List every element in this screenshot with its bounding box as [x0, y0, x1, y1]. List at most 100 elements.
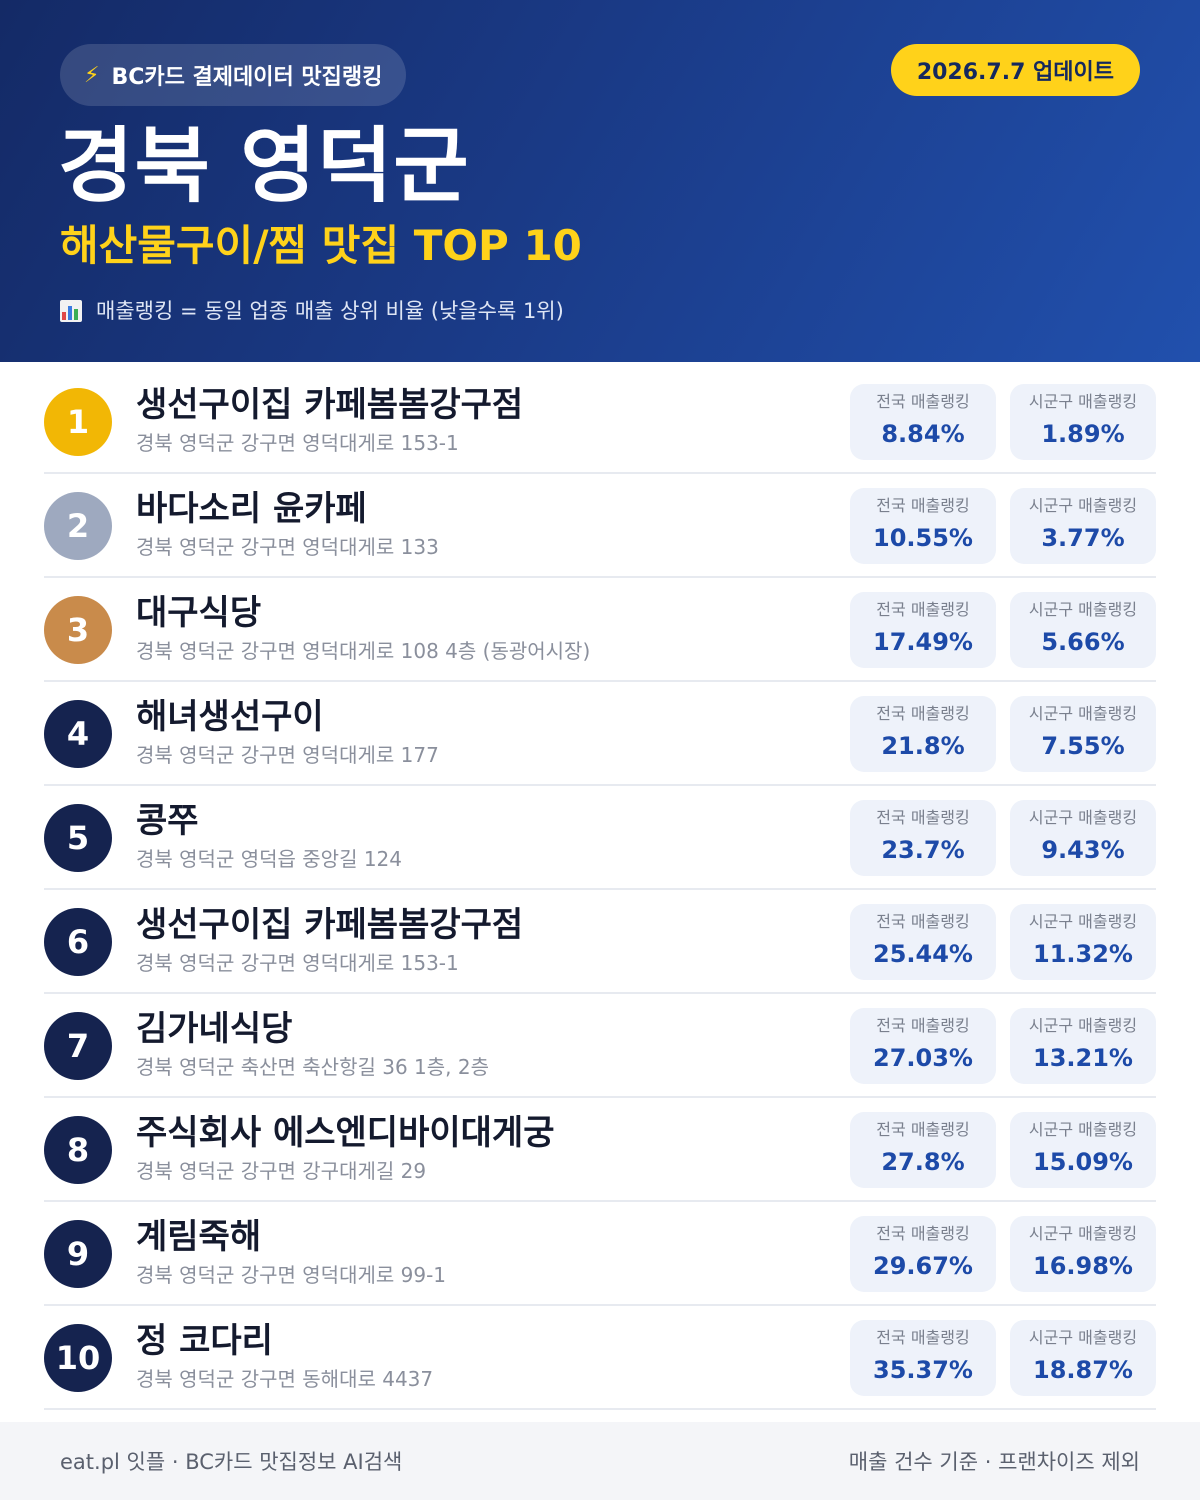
local-ranking-value: 18.87% — [1033, 1356, 1133, 1384]
rank-badge: 6 — [44, 908, 112, 976]
footer: eat.pl 잇플 · BC카드 맛집정보 AI검색 매출 건수 기준 · 프랜… — [0, 1422, 1200, 1500]
ranking-legend: 매출랭킹 = 동일 업종 매출 상위 비율 (낮을수록 1위) — [60, 294, 564, 328]
list-item[interactable]: 4 해녀생선구이 경북 영덕군 강구면 영덕대게로 177 전국 매출랭킹 21.8% 시… — [44, 682, 1156, 786]
restaurant-name[interactable]: 정 코다리 — [136, 1321, 273, 1361]
national-ranking-label: 전국 매출랭킹 — [876, 1328, 970, 1347]
local-ranking-box: 시군구 매출랭킹 15.09% — [1010, 1112, 1156, 1188]
local-ranking-value: 5.66% — [1041, 628, 1125, 656]
local-ranking-box: 시군구 매출랭킹 5.66% — [1010, 592, 1156, 668]
list-item[interactable]: 10 정 코다리 경북 영덕군 강구면 동해대로 4437 전국 매출랭킹 35.37%… — [44, 1306, 1156, 1410]
restaurant-address: 경북 영덕군 강구면 영덕대게로 108 4층 (동광어시장) — [136, 639, 591, 663]
national-ranking-value: 8.84% — [881, 420, 965, 448]
national-ranking-box: 전국 매출랭킹 23.7% — [850, 800, 996, 876]
national-ranking-value: 23.7% — [881, 836, 965, 864]
restaurant-address: 경북 영덕군 강구면 영덕대게로 153-1 — [136, 431, 459, 455]
restaurant-address: 경북 영덕군 강구면 강구대게길 29 — [136, 1159, 427, 1183]
local-ranking-label: 시군구 매출랭킹 — [1028, 1224, 1138, 1243]
rank-badge: 10 — [44, 1324, 112, 1392]
local-ranking-label: 시군구 매출랭킹 — [1028, 1016, 1138, 1035]
rank-badge: 5 — [44, 804, 112, 872]
local-ranking-value: 11.32% — [1033, 940, 1133, 968]
national-ranking-label: 전국 매출랭킹 — [876, 704, 970, 723]
national-ranking-value: 27.8% — [881, 1148, 965, 1176]
source-badge-label: BC카드 결제데이터 맛집랭킹 — [111, 65, 383, 90]
list-item[interactable]: 7 김가네식당 경북 영덕군 축산면 축산항길 36 1층, 2층 전국 매출랭킹 27… — [44, 994, 1156, 1098]
national-ranking-box: 전국 매출랭킹 25.44% — [850, 904, 996, 980]
national-ranking-box: 전국 매출랭킹 29.67% — [850, 1216, 996, 1292]
rank-badge: 7 — [44, 1012, 112, 1080]
local-ranking-value: 16.98% — [1033, 1252, 1133, 1280]
restaurant-name[interactable]: 콩쭈 — [136, 801, 199, 841]
national-ranking-value: 25.44% — [873, 940, 973, 968]
local-ranking-label: 시군구 매출랭킹 — [1028, 496, 1138, 515]
rank-badge: 1 — [44, 388, 112, 456]
local-ranking-value: 13.21% — [1033, 1044, 1133, 1072]
national-ranking-label: 전국 매출랭킹 — [876, 912, 970, 931]
restaurant-name[interactable]: 계림죽해 — [136, 1217, 262, 1257]
bar-chart-icon — [60, 300, 82, 322]
restaurant-address: 경북 영덕군 영덕읍 중앙길 124 — [136, 847, 403, 871]
local-ranking-value: 9.43% — [1041, 836, 1125, 864]
local-ranking-box: 시군구 매출랭킹 11.32% — [1010, 904, 1156, 980]
national-ranking-box: 전국 매출랭킹 27.8% — [850, 1112, 996, 1188]
local-ranking-value: 3.77% — [1041, 524, 1125, 552]
rank-badge: 2 — [44, 492, 112, 560]
national-ranking-value: 29.67% — [873, 1252, 973, 1280]
national-ranking-value: 21.8% — [881, 732, 965, 760]
national-ranking-label: 전국 매출랭킹 — [876, 1120, 970, 1139]
national-ranking-label: 전국 매출랭킹 — [876, 496, 970, 515]
local-ranking-box: 시군구 매출랭킹 1.89% — [1010, 384, 1156, 460]
restaurant-address: 경북 영덕군 강구면 영덕대게로 153-1 — [136, 951, 459, 975]
local-ranking-box: 시군구 매출랭킹 18.87% — [1010, 1320, 1156, 1396]
rank-badge: 9 — [44, 1220, 112, 1288]
national-ranking-label: 전국 매출랭킹 — [876, 1224, 970, 1243]
local-ranking-box: 시군구 매출랭킹 9.43% — [1010, 800, 1156, 876]
footer-note: 매출 건수 기준 · 프랜차이즈 제외 — [848, 1450, 1140, 1474]
national-ranking-label: 전국 매출랭킹 — [876, 392, 970, 411]
restaurant-name[interactable]: 해녀생선구이 — [136, 697, 324, 737]
national-ranking-label: 전국 매출랭킹 — [876, 808, 970, 827]
page-subtitle: 해산물구이/찜 맛집 TOP 10 — [60, 221, 582, 270]
national-ranking-box: 전국 매출랭킹 17.49% — [850, 592, 996, 668]
local-ranking-label: 시군구 매출랭킹 — [1028, 704, 1138, 723]
national-ranking-box: 전국 매출랭킹 21.8% — [850, 696, 996, 772]
restaurant-address: 경북 영덕군 축산면 축산항길 36 1층, 2층 — [136, 1055, 490, 1079]
restaurant-name[interactable]: 주식회사 에스엔디바이대게궁 — [136, 1113, 555, 1153]
national-ranking-label: 전국 매출랭킹 — [876, 1016, 970, 1035]
page-title: 경북 영덕군 — [58, 119, 470, 214]
local-ranking-label: 시군구 매출랭킹 — [1028, 600, 1138, 619]
local-ranking-value: 1.89% — [1041, 420, 1125, 448]
national-ranking-value: 17.49% — [873, 628, 973, 656]
restaurant-name[interactable]: 대구식당 — [136, 593, 262, 633]
restaurant-list: 1 생선구이집 카페봄봄강구점 경북 영덕군 강구면 영덕대게로 153-1 전국 매… — [44, 370, 1156, 1410]
local-ranking-box: 시군구 매출랭킹 16.98% — [1010, 1216, 1156, 1292]
local-ranking-label: 시군구 매출랭킹 — [1028, 1328, 1138, 1347]
restaurant-name[interactable]: 생선구이집 카페봄봄강구점 — [136, 905, 524, 945]
restaurant-address: 경북 영덕군 강구면 영덕대게로 99-1 — [136, 1263, 447, 1287]
update-date-pill: 2026.7.7 업데이트 — [890, 44, 1140, 96]
restaurant-name[interactable]: 김가네식당 — [136, 1009, 293, 1049]
local-ranking-box: 시군구 매출랭킹 7.55% — [1010, 696, 1156, 772]
local-ranking-box: 시군구 매출랭킹 13.21% — [1010, 1008, 1156, 1084]
list-item[interactable]: 8 주식회사 에스엔디바이대게궁 경북 영덕군 강구면 강구대게길 29 전국 매출랭… — [44, 1098, 1156, 1202]
source-badge: ⚡ BC카드 결제데이터 맛집랭킹 — [60, 44, 407, 106]
local-ranking-value: 7.55% — [1041, 732, 1125, 760]
rank-badge: 3 — [44, 596, 112, 664]
restaurant-address: 경북 영덕군 강구면 동해대로 4437 — [136, 1367, 434, 1391]
legend-text: 매출랭킹 = 동일 업종 매출 상위 비율 (낮을수록 1위) — [96, 299, 564, 323]
restaurant-name[interactable]: 생선구이집 카페봄봄강구점 — [136, 385, 524, 425]
national-ranking-box: 전국 매출랭킹 8.84% — [850, 384, 996, 460]
national-ranking-value: 10.55% — [873, 524, 973, 552]
restaurant-name[interactable]: 바다소리 윤카페 — [136, 489, 367, 529]
local-ranking-label: 시군구 매출랭킹 — [1028, 392, 1138, 411]
local-ranking-label: 시군구 매출랭킹 — [1028, 808, 1138, 827]
local-ranking-label: 시군구 매출랭킹 — [1028, 1120, 1138, 1139]
restaurant-address: 경북 영덕군 강구면 영덕대게로 133 — [136, 535, 439, 559]
header-banner: ⚡ BC카드 결제데이터 맛집랭킹 2026.7.7 업데이트 경북 영덕군 해… — [0, 0, 1200, 362]
